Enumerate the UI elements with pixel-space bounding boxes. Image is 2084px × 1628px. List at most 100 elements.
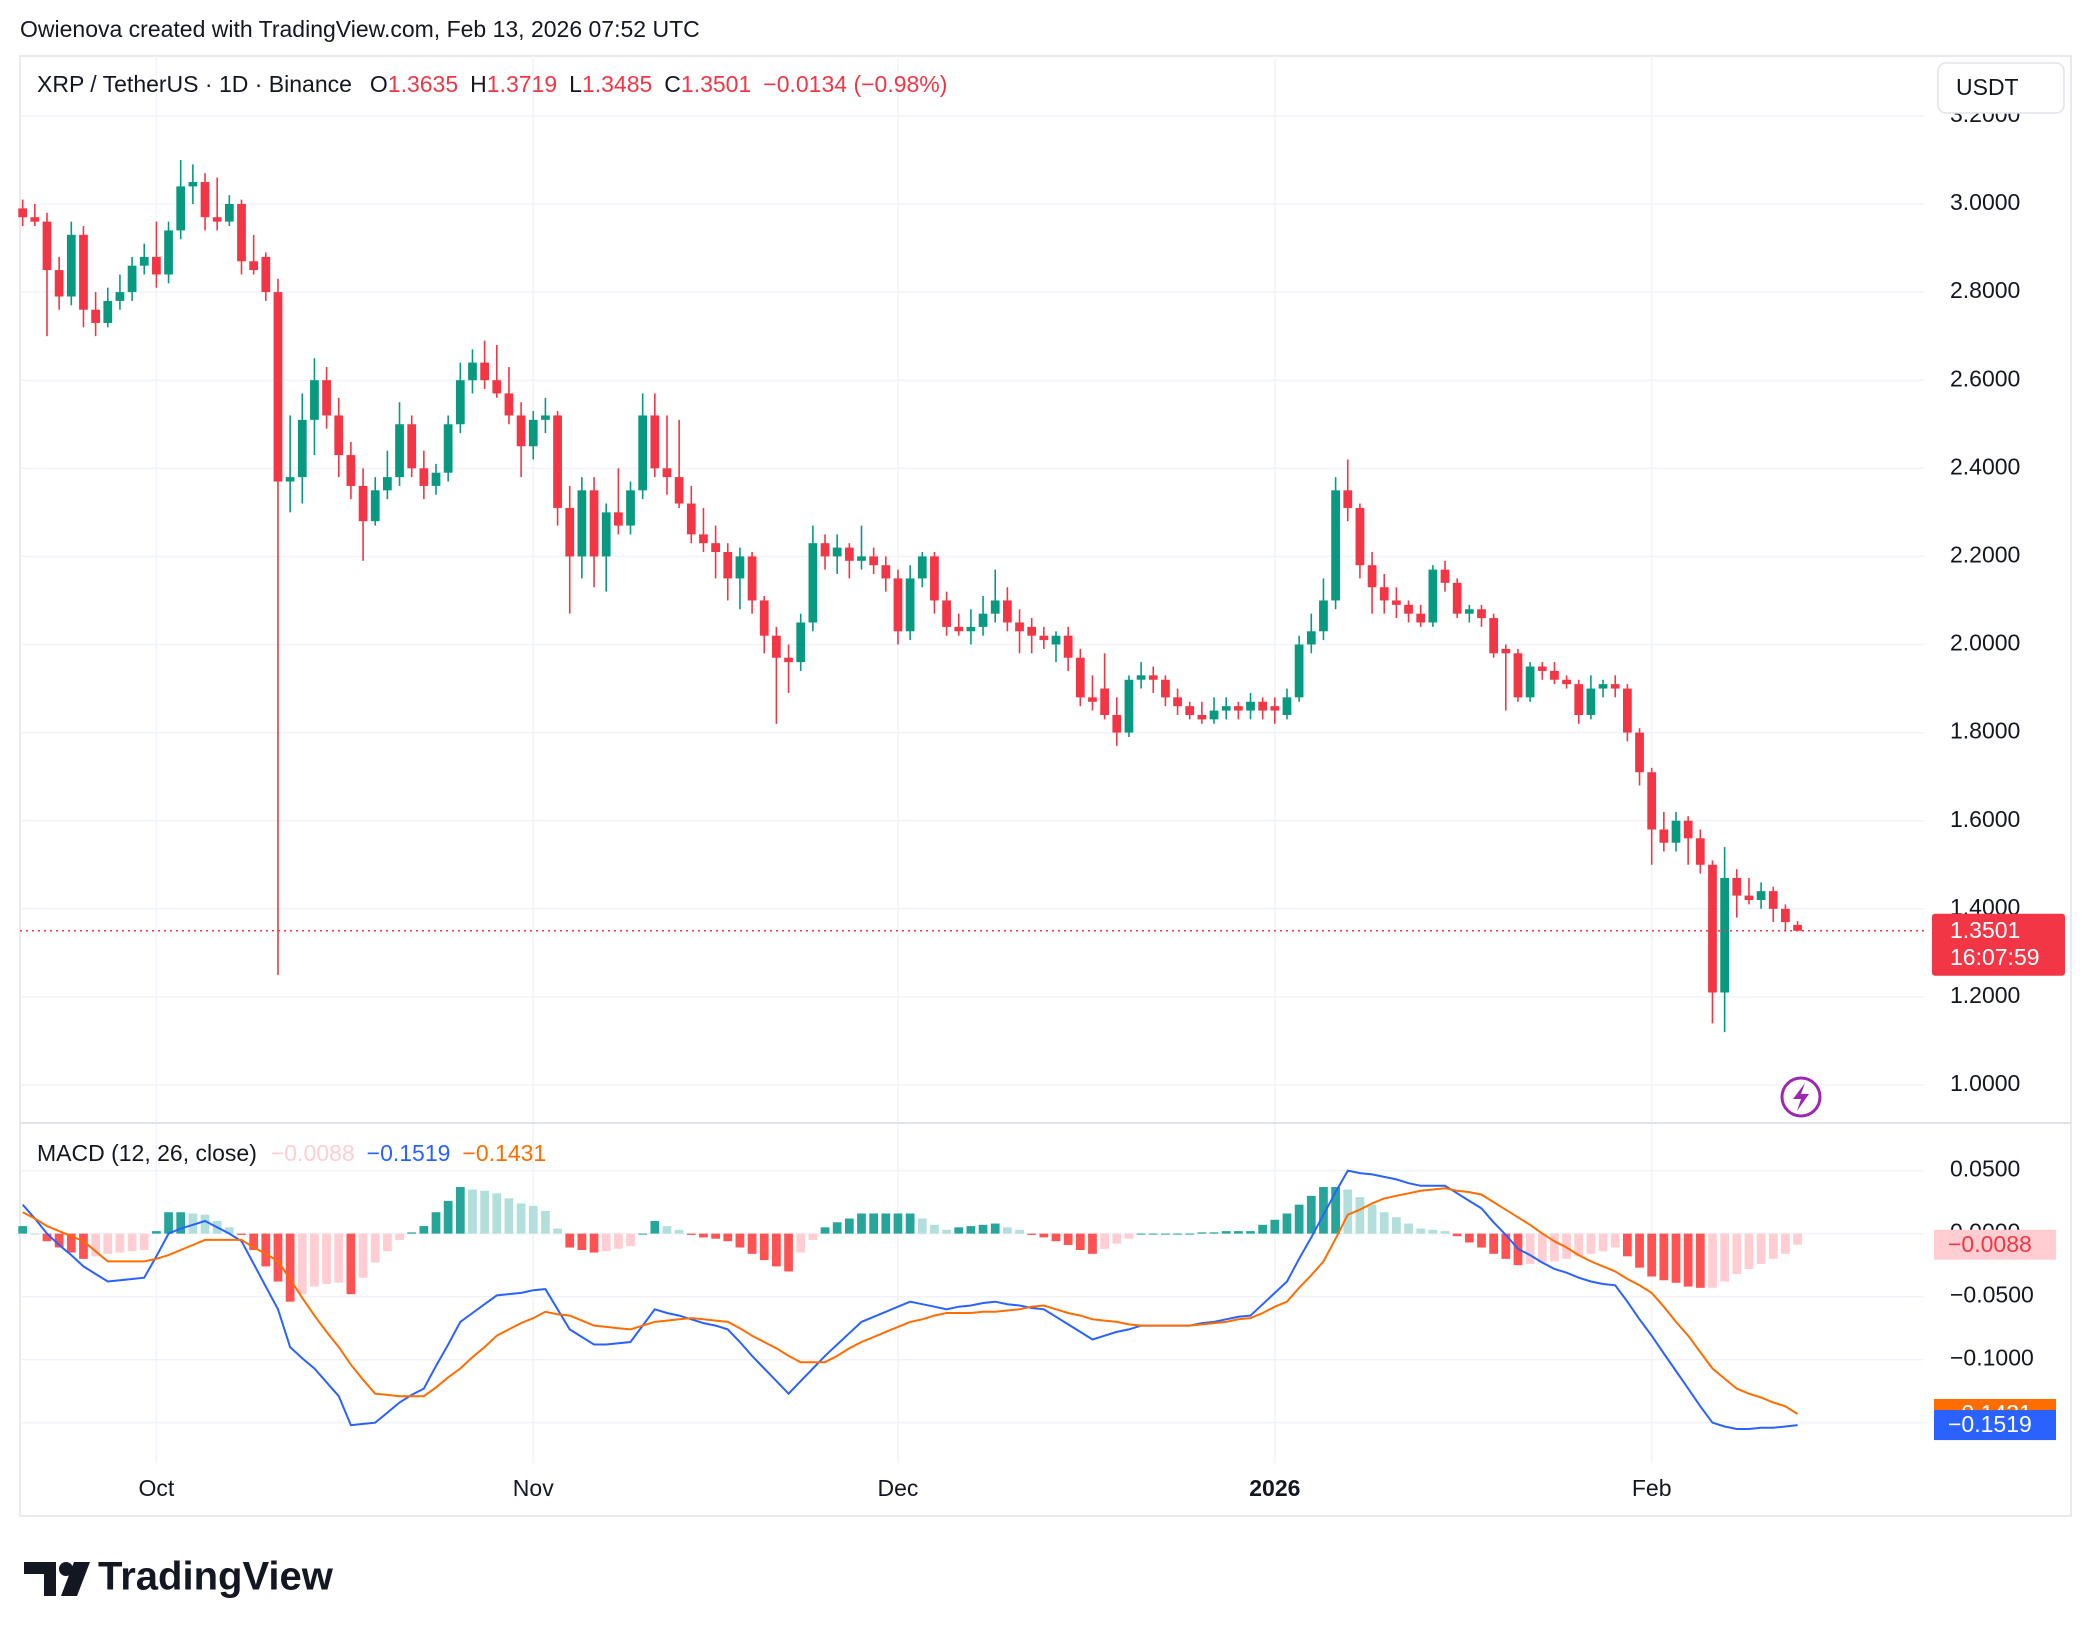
candle-body bbox=[164, 230, 173, 275]
macd-histogram-bar bbox=[1136, 1233, 1146, 1235]
candle-body bbox=[261, 256, 271, 293]
macd-histogram-bar bbox=[759, 1233, 769, 1261]
candle-body bbox=[857, 556, 866, 561]
alert-icon[interactable] bbox=[1780, 1076, 1822, 1118]
candle-body bbox=[541, 415, 550, 420]
candle-body bbox=[686, 503, 696, 535]
macd-histogram-bar bbox=[273, 1233, 283, 1282]
candle-body bbox=[103, 300, 113, 323]
candle-body bbox=[1331, 490, 1340, 601]
macd-histogram-bar bbox=[1075, 1233, 1085, 1251]
candle-body bbox=[455, 380, 465, 425]
macd-histogram-bar bbox=[1221, 1231, 1231, 1234]
labels: Oct Nov Dec 2026 Feb1.00001.20001.40001.6000… bbox=[37, 71, 2065, 1501]
candle-body bbox=[1015, 622, 1024, 632]
candle-body bbox=[1477, 609, 1486, 619]
currency[interactable]: USDT bbox=[1956, 74, 2019, 100]
candle-body bbox=[1306, 631, 1316, 645]
macd-histogram-bar bbox=[419, 1226, 429, 1234]
macd-histogram-bar bbox=[1659, 1233, 1669, 1281]
macd-histogram-bar bbox=[1683, 1233, 1693, 1287]
macd-histogram-bar bbox=[310, 1233, 319, 1287]
candle-body bbox=[1416, 613, 1426, 623]
candle-body bbox=[747, 556, 757, 601]
macd-histogram-bar bbox=[200, 1214, 210, 1234]
macd-histogram-bar bbox=[978, 1224, 988, 1234]
macd-histogram-bar bbox=[358, 1233, 368, 1278]
macd-histogram-bar bbox=[103, 1233, 113, 1254]
macd-histogram-bar bbox=[1416, 1228, 1426, 1234]
candle-body bbox=[626, 490, 635, 526]
candle-body bbox=[1768, 891, 1778, 909]
candle-body bbox=[1525, 666, 1535, 698]
candle-body bbox=[808, 543, 818, 623]
candle-body bbox=[1124, 679, 1134, 733]
macd-histogram-bar bbox=[808, 1233, 818, 1240]
currency-box[interactable] bbox=[1937, 62, 2065, 114]
candle-body bbox=[224, 204, 234, 222]
histogram-badge-label: −0.0088 bbox=[1948, 1231, 2032, 1257]
y-tick-label: 1.6000 bbox=[1950, 806, 2020, 832]
candle-body bbox=[1088, 697, 1097, 702]
candle-body bbox=[1233, 706, 1243, 711]
candle-body bbox=[492, 380, 502, 394]
macd-histogram-bar bbox=[699, 1233, 708, 1238]
y-tick-label: 2.2000 bbox=[1950, 541, 2020, 567]
candle-body bbox=[796, 622, 806, 663]
macd-histogram-bar bbox=[1282, 1213, 1292, 1234]
macd-histogram-bar bbox=[1112, 1233, 1122, 1244]
candle-body bbox=[1562, 679, 1571, 685]
candle-body bbox=[1610, 684, 1620, 689]
macd-histogram-bar bbox=[601, 1233, 611, 1252]
macd-histogram-bar bbox=[504, 1198, 514, 1234]
candle-body bbox=[370, 490, 380, 522]
macd-histogram-bar bbox=[1562, 1233, 1571, 1259]
macd-histogram-bar bbox=[881, 1213, 891, 1234]
price-badge-value: 1.3501 bbox=[1950, 917, 2020, 943]
candle-body bbox=[1063, 635, 1073, 658]
candle-body bbox=[468, 362, 477, 381]
candle-body bbox=[1392, 600, 1401, 605]
candle-body bbox=[601, 512, 611, 557]
candle-body bbox=[1659, 829, 1669, 843]
macd-histogram-bar bbox=[942, 1229, 951, 1234]
macd-histogram-bar bbox=[905, 1213, 915, 1234]
candle-body bbox=[820, 543, 830, 557]
macd-histogram-bar bbox=[1306, 1195, 1316, 1234]
macd-histogram-bar bbox=[930, 1224, 939, 1234]
macd-histogram-bar bbox=[1270, 1219, 1280, 1234]
macd-histogram-bar bbox=[820, 1227, 830, 1234]
y-tick-label: 2.8000 bbox=[1950, 277, 2020, 303]
candle-body bbox=[674, 477, 684, 504]
y-tick-label: 2.0000 bbox=[1950, 630, 2020, 656]
candle-body bbox=[723, 551, 733, 579]
candle-body bbox=[1464, 609, 1474, 614]
candle-body bbox=[139, 256, 149, 266]
change: −0.0134 (−0.98%) bbox=[763, 71, 947, 97]
candle-body bbox=[1732, 877, 1742, 896]
alert-bolt[interactable] bbox=[1793, 1083, 1809, 1111]
macd-histogram-bar bbox=[662, 1226, 672, 1234]
candle-body bbox=[273, 292, 283, 482]
macd-histogram-bar bbox=[455, 1187, 465, 1234]
histogram-legend-value: −0.0088 bbox=[271, 1140, 355, 1166]
macd-histogram-bar bbox=[224, 1227, 234, 1234]
macd-histogram-bar bbox=[1051, 1233, 1061, 1242]
symbol: XRP / TetherUS · 1D · Binance bbox=[37, 71, 352, 97]
candle-body bbox=[1574, 684, 1584, 715]
candle-body bbox=[18, 208, 28, 218]
macd-histogram-bar bbox=[1744, 1233, 1754, 1269]
macd-histogram-bar bbox=[261, 1233, 271, 1267]
macd-histogram-bar bbox=[577, 1233, 587, 1251]
candle-body bbox=[1671, 820, 1681, 843]
macd-histogram-bar bbox=[370, 1233, 380, 1263]
candle-body bbox=[42, 221, 52, 271]
ohlc-value: 1.3501 bbox=[681, 71, 751, 97]
macd-histogram-bar bbox=[297, 1233, 307, 1295]
candle-body bbox=[1756, 891, 1766, 900]
macd-histogram-bar bbox=[1063, 1233, 1073, 1245]
macd-histogram-bar bbox=[1002, 1227, 1012, 1234]
ohlc-letter: H bbox=[470, 71, 487, 97]
macd-histogram-bar bbox=[468, 1189, 477, 1234]
